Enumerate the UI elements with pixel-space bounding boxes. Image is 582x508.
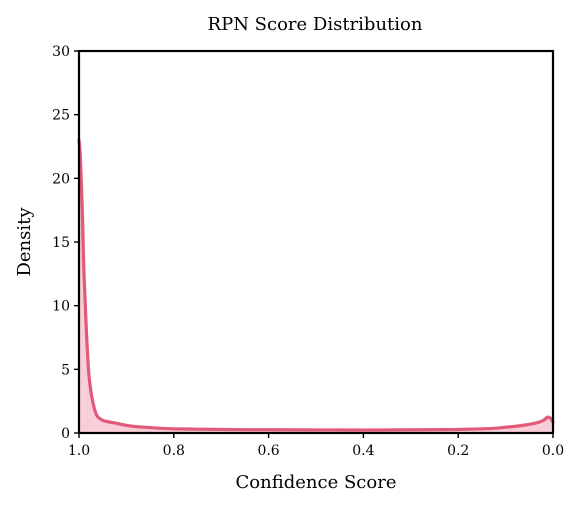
density-line: [77, 138, 555, 432]
density-fill-group: [79, 140, 553, 433]
plot-frame: [77, 49, 555, 435]
y-axis-label: Density: [14, 207, 35, 277]
chart-title: RPN Score Distribution: [208, 14, 423, 35]
y-axis-ticks: 0 5 10 15 20 25 30: [52, 44, 79, 442]
x-tick-label: 0.2: [447, 443, 469, 459]
x-axis-ticks: 1.0 0.8 0.6 0.4 0.2 0.0: [68, 433, 564, 459]
x-tick-label: 0.6: [257, 443, 279, 459]
y-tick-label: 30: [52, 44, 70, 60]
density-area-fill: [79, 140, 553, 433]
y-tick-label: 0: [61, 426, 70, 442]
y-tick-label: 15: [52, 235, 70, 251]
density-line-group: [77, 138, 555, 432]
y-tick-label: 20: [52, 171, 70, 187]
y-tick-label: 5: [61, 362, 70, 378]
x-tick-label: 0.8: [163, 443, 185, 459]
x-axis-label: Confidence Score: [236, 472, 397, 493]
x-tick-label: 0.0: [542, 443, 564, 459]
y-tick-label: 25: [52, 108, 70, 124]
x-tick-label: 1.0: [68, 443, 90, 459]
y-tick-label: 10: [52, 299, 70, 315]
axes-frame: [77, 49, 555, 435]
x-tick-label: 0.4: [352, 443, 374, 459]
